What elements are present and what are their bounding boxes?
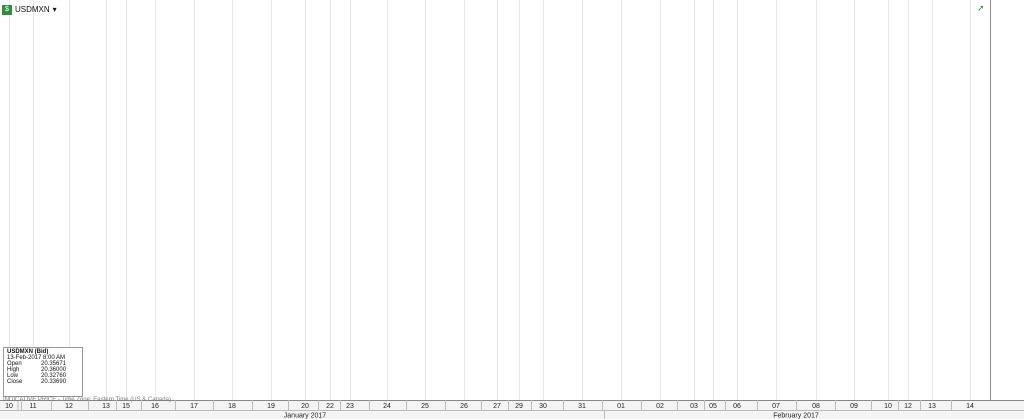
- info-value: 20.36000: [41, 367, 67, 373]
- info-label: Close: [7, 379, 23, 385]
- chevron-down-icon[interactable]: ▾: [52, 5, 57, 14]
- x-tick-label: 18: [228, 403, 236, 410]
- x-tick-label: 15: [122, 403, 130, 410]
- chart-grid: [0, 0, 990, 400]
- x-tick-label: 19: [267, 403, 275, 410]
- x-tick-label: 26: [460, 403, 468, 410]
- x-tick-label: 12: [65, 403, 73, 410]
- x-tick-label: 09: [850, 403, 858, 410]
- info-row-close: Close 20.33690: [7, 379, 79, 385]
- x-tick-label: 02: [656, 403, 664, 410]
- x-tick-label: 05: [709, 403, 717, 410]
- x-tick-label: 31: [578, 403, 586, 410]
- x-tick-label: 12: [904, 403, 912, 410]
- info-value: 20.35671: [41, 361, 67, 367]
- x-tick-label: 14: [966, 403, 974, 410]
- x-tick-label: 08: [812, 403, 820, 410]
- x-tick-label: 13: [102, 403, 110, 410]
- info-label: Low: [7, 373, 19, 379]
- x-tick-label: 07: [772, 403, 780, 410]
- month-label: February 2017: [773, 413, 819, 419]
- x-tick-label: 01: [617, 403, 625, 410]
- x-tick-label: 30: [539, 403, 547, 410]
- x-tick-label: 10: [5, 403, 13, 410]
- x-tick-label: 06: [733, 403, 741, 410]
- x-axis-panel: [0, 400, 1024, 419]
- trend-arrow-icon[interactable]: ➚: [977, 3, 985, 13]
- info-row-high: High 20.36000: [7, 367, 79, 373]
- x-tick-label: 10: [884, 403, 892, 410]
- month-label: January 2017: [284, 413, 327, 419]
- info-title: USDMXN (Bid): [7, 349, 49, 355]
- info-datetime: 13-Feb-2017 8:00 AM: [7, 355, 66, 361]
- y-axis-panel: [990, 0, 1024, 400]
- x-tick-label: 20: [301, 403, 309, 410]
- info-row-low: Low 20.32760: [7, 373, 79, 379]
- x-tick-label: 13: [928, 403, 936, 410]
- info-value: 20.32760: [41, 373, 67, 379]
- ohlc-info-box: USDMXN (Bid) 13-Feb-2017 8:00 AM Open 20.…: [3, 347, 83, 397]
- x-tick-label: 23: [346, 403, 354, 410]
- info-label: Open: [7, 361, 22, 367]
- x-tick-label: 25: [421, 403, 429, 410]
- footer-note: INDICATIVE PRICE - Time Zone: Eastern Ti…: [3, 397, 171, 403]
- x-tick-label: 22: [326, 403, 334, 410]
- info-value: 20.33690: [41, 379, 67, 385]
- x-tick-label: 17: [190, 403, 198, 410]
- x-tick-label: 03: [690, 403, 698, 410]
- x-tick-label: 27: [493, 403, 501, 410]
- x-tick-label: 11: [29, 403, 36, 410]
- x-tick-label: 16: [151, 403, 159, 410]
- currency-icon: $: [2, 4, 12, 15]
- symbol-selector[interactable]: $ USDMXN ▾: [2, 3, 57, 16]
- x-axis: 10 11 12 13 15 16 17 18 19 20 22 23 24 25 26 27 29 30 31 01…: [0, 400, 1024, 419]
- info-label: High: [7, 367, 20, 373]
- x-tick-label: 29: [515, 403, 523, 410]
- symbol-label: USDMXN: [15, 5, 50, 14]
- info-row-open: Open 20.35671: [7, 361, 79, 367]
- plot-area: [0, 0, 990, 400]
- x-tick-label: 24: [383, 403, 391, 410]
- y-axis: 19.7500020.0000020.2500020.5000020.75000…: [990, 0, 1024, 400]
